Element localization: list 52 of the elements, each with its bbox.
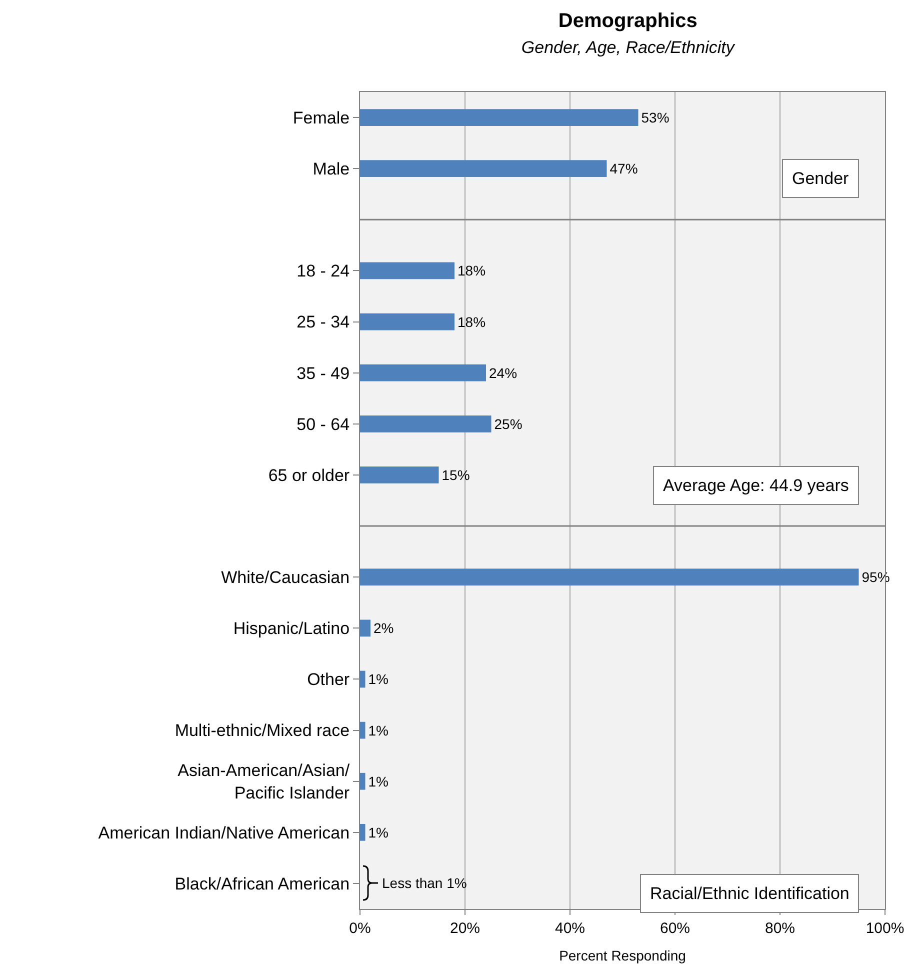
bar: [360, 160, 607, 178]
data-label: 15%: [442, 466, 470, 483]
x-tick-label: 20%: [450, 920, 480, 937]
bar: [360, 313, 454, 330]
bar: [360, 670, 366, 688]
x-tick-label: 0%: [349, 920, 371, 937]
bar: [360, 824, 366, 841]
y-tick-label: American Indian/Native American: [98, 823, 350, 842]
bar: [360, 620, 370, 637]
data-label: 18%: [458, 262, 486, 279]
bar: [360, 772, 366, 790]
data-label: 1%: [368, 773, 388, 790]
y-tick-label: 65 or older: [268, 466, 350, 485]
y-tick-label: Other: [307, 670, 350, 690]
x-tick-label: 80%: [764, 920, 796, 937]
y-tick-label: Multi-ethnic/Mixed race: [174, 721, 350, 740]
y-tick-label: 35 - 49: [296, 364, 350, 383]
y-tick-label: Black/African American: [174, 874, 350, 894]
data-label: 53%: [641, 110, 670, 126]
data-label: 47%: [610, 160, 638, 177]
annotation: Average Age: 44.9 years: [663, 476, 849, 495]
data-label: 1%: [368, 824, 388, 840]
y-tick-label: Asian-American/Asian/Pacific Islander: [178, 761, 350, 802]
x-tick-label: 40%: [554, 920, 586, 937]
y-tick-label: White/Caucasian: [221, 568, 350, 588]
x-axis-title: Percent Responding: [559, 947, 686, 964]
data-label: 1%: [368, 671, 388, 688]
chart-subtitle: Gender, Age, Race/Ethnicity: [521, 38, 736, 58]
bar: [360, 109, 638, 126]
y-tick-label: 18 - 24: [296, 262, 350, 281]
y-tick-label: Hispanic/Latino: [233, 619, 350, 638]
data-label: 1%: [368, 722, 388, 738]
y-tick-label: Male: [312, 160, 350, 179]
annotation: Less than 1%: [382, 875, 467, 891]
bar: [360, 466, 439, 484]
data-label: 24%: [489, 364, 518, 381]
data-label: 18%: [458, 314, 486, 330]
annotation: Racial/Ethnic Identification: [650, 884, 850, 903]
bar: [360, 262, 454, 280]
y-tick-label: 50 - 64: [296, 414, 350, 434]
data-label: 2%: [374, 620, 394, 636]
bar: [360, 364, 486, 382]
bar: [360, 568, 859, 586]
x-tick-label: 60%: [660, 920, 690, 937]
bar: [360, 722, 366, 739]
y-tick-label: Female: [292, 108, 350, 128]
data-label: 25%: [494, 416, 522, 432]
bar: [360, 415, 492, 432]
x-tick-label: 100%: [866, 920, 904, 937]
annotation: Gender: [792, 169, 850, 188]
y-tick-label: 25 - 34: [296, 312, 350, 332]
chart-title: Demographics: [558, 10, 698, 32]
